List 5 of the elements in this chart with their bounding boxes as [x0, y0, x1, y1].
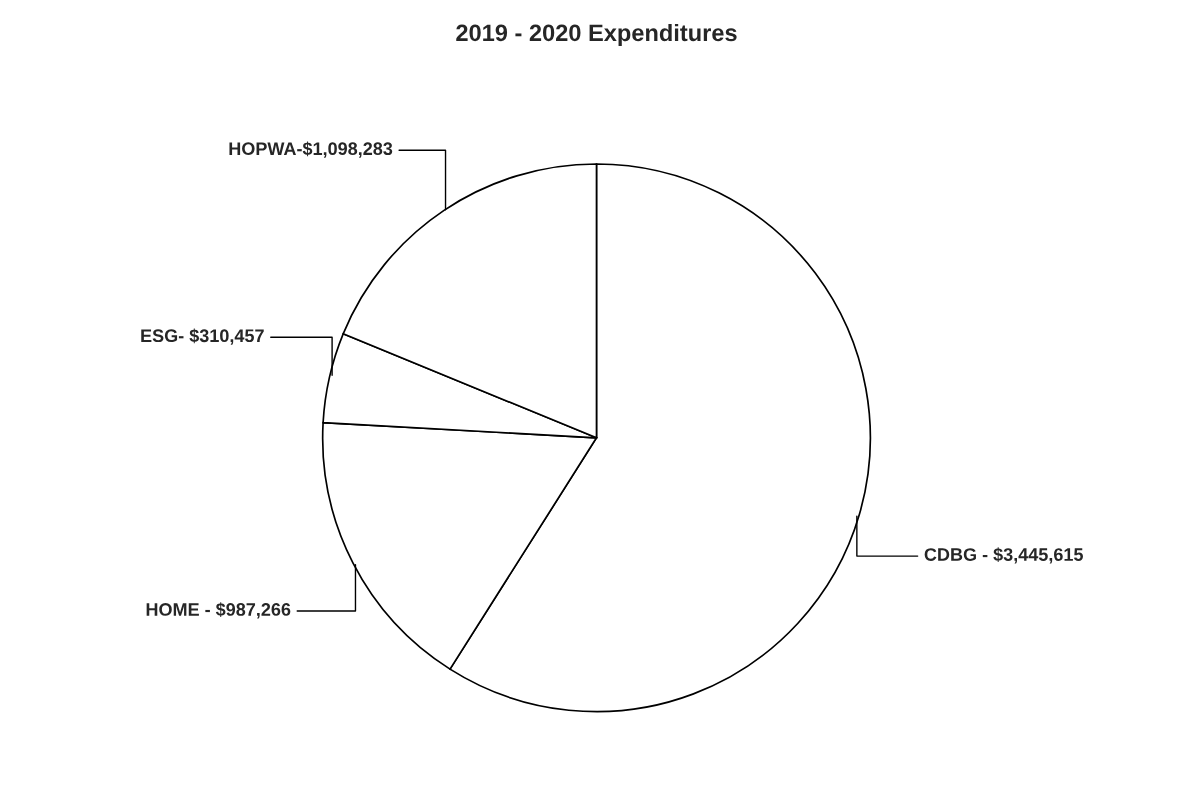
- slice-label: HOPWA-$1,098,283: [229, 141, 393, 158]
- slice-label: ESG- $310,457: [141, 328, 264, 345]
- slice-label: CDBG - $3,445,615: [924, 547, 1083, 564]
- slice-label: HOME - $987,266: [146, 602, 291, 619]
- chart-title: 2019 - 2020 Expenditures: [456, 23, 737, 46]
